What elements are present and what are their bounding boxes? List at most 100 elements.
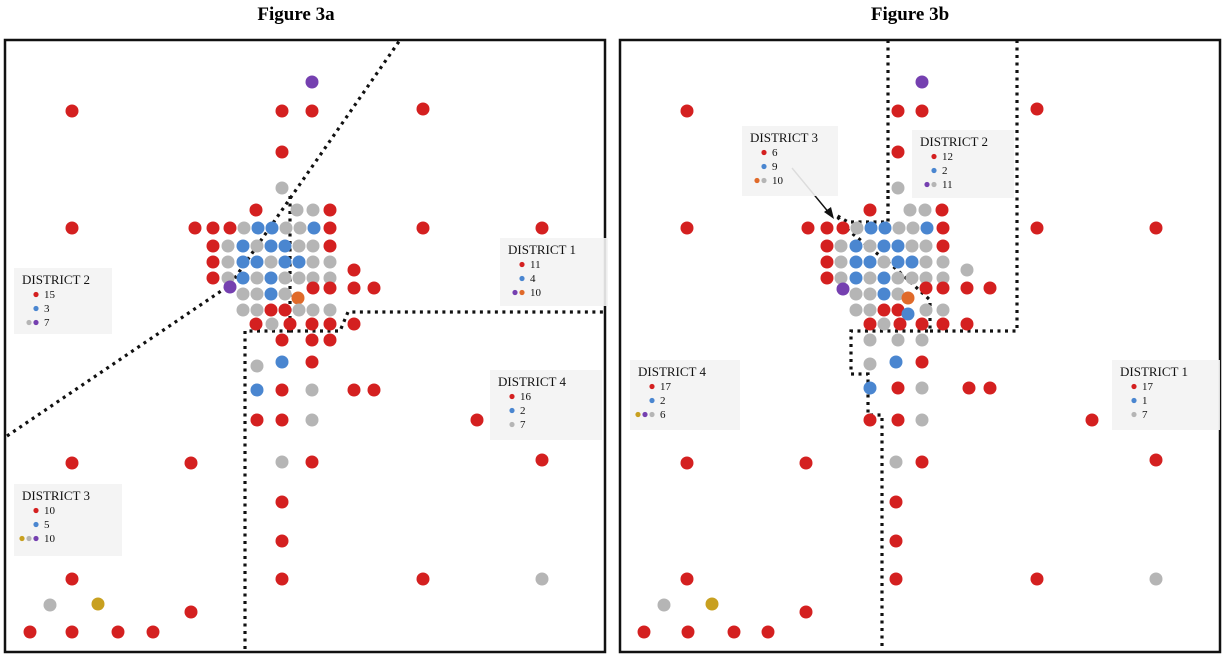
voter-dot-red bbox=[936, 317, 950, 331]
voter-dot-gray bbox=[903, 203, 917, 217]
voter-dot-blue bbox=[264, 287, 278, 301]
voter-dot-gray bbox=[834, 255, 848, 269]
voter-dot-gray bbox=[863, 357, 877, 371]
district-boundary-line bbox=[834, 196, 932, 650]
legend-dot-purple bbox=[642, 411, 648, 418]
voter-dot-red bbox=[960, 281, 974, 295]
voter-dot-gray bbox=[889, 455, 903, 469]
district-name: DISTRICT 2 bbox=[22, 272, 90, 287]
legend-dot-red bbox=[33, 291, 39, 298]
legend-dot-blue bbox=[33, 521, 39, 528]
voter-dot-red bbox=[275, 333, 289, 347]
voter-dot-red bbox=[305, 104, 319, 118]
voter-dot-purple bbox=[223, 280, 237, 294]
district-count: 7 bbox=[44, 317, 50, 329]
voter-dot-red bbox=[416, 102, 430, 116]
voter-dot-red bbox=[206, 255, 220, 269]
voter-dot-red bbox=[367, 383, 381, 397]
voter-dot-gray bbox=[905, 271, 919, 285]
voter-dot-red bbox=[1085, 413, 1099, 427]
voter-dot-red bbox=[347, 317, 361, 331]
voter-dot-red bbox=[891, 104, 905, 118]
label-box-background bbox=[1112, 360, 1220, 430]
district-count: 15 bbox=[44, 289, 56, 301]
voter-dot-gray bbox=[918, 203, 932, 217]
district-count: 2 bbox=[942, 165, 948, 177]
voter-dot-red bbox=[111, 625, 125, 639]
voter-dot-red bbox=[915, 455, 929, 469]
voter-dot-red bbox=[960, 317, 974, 331]
voter-dot-blue bbox=[849, 255, 863, 269]
voter-dot-red bbox=[891, 145, 905, 159]
voter-dot-red bbox=[347, 383, 361, 397]
voter-dot-blue bbox=[864, 221, 878, 235]
district-count: 10 bbox=[530, 287, 542, 299]
voter-dot-blue bbox=[292, 255, 306, 269]
voter-dot-blue bbox=[863, 255, 877, 269]
voter-dot-gray bbox=[891, 181, 905, 195]
voter-dot-red bbox=[65, 221, 79, 235]
voter-dot-gray bbox=[305, 383, 319, 397]
voter-dot-gray bbox=[292, 303, 306, 317]
voter-dot-gray bbox=[305, 413, 319, 427]
voter-dot-blue bbox=[251, 221, 265, 235]
voter-dot-gray bbox=[919, 303, 933, 317]
voter-dot-red bbox=[799, 605, 813, 619]
district-count: 10 bbox=[44, 533, 56, 545]
voter-dot-blue bbox=[889, 355, 903, 369]
legend-dot-red bbox=[1131, 383, 1137, 390]
voter-dot-gray bbox=[278, 271, 292, 285]
district-count: 10 bbox=[772, 175, 784, 187]
voter-dot-orange bbox=[291, 291, 305, 305]
voter-dot-gray bbox=[323, 303, 337, 317]
legend-dot-blue bbox=[1131, 397, 1137, 404]
voter-dot-blue bbox=[264, 271, 278, 285]
voter-dot-red bbox=[347, 281, 361, 295]
voter-dot-gray bbox=[919, 239, 933, 253]
figure-3a-title: Figure 3a bbox=[257, 4, 335, 25]
voter-dot-red bbox=[919, 281, 933, 295]
district-name: DISTRICT 3 bbox=[22, 488, 90, 503]
voter-dot-gray bbox=[290, 203, 304, 217]
legend-dot-gray bbox=[931, 181, 937, 188]
label-box-background bbox=[14, 484, 122, 556]
legend-dot-red bbox=[33, 507, 39, 514]
voter-dot-blue bbox=[250, 255, 264, 269]
voter-dot-gray bbox=[278, 287, 292, 301]
voter-dot-red bbox=[820, 255, 834, 269]
voter-dot-purple bbox=[836, 282, 850, 296]
legend-dot-red bbox=[519, 261, 525, 268]
voter-dot-blue bbox=[278, 255, 292, 269]
voter-dot-gold bbox=[705, 597, 719, 611]
legend-dot-blue bbox=[519, 275, 525, 282]
voter-dot-blue bbox=[905, 255, 919, 269]
voter-dot-blue bbox=[877, 271, 891, 285]
voter-dot-red bbox=[1149, 453, 1163, 467]
district-count: 7 bbox=[520, 419, 526, 431]
voter-dot-red bbox=[275, 413, 289, 427]
voter-dot-gray bbox=[892, 221, 906, 235]
voter-dot-gray bbox=[306, 303, 320, 317]
voter-dot-blue bbox=[265, 221, 279, 235]
voter-dot-gray bbox=[919, 255, 933, 269]
voter-dot-gray bbox=[905, 239, 919, 253]
voter-dot-red bbox=[283, 317, 297, 331]
legend-dot-purple bbox=[512, 289, 518, 296]
voter-dot-red bbox=[936, 221, 950, 235]
legend-dot-red bbox=[649, 383, 655, 390]
voter-dot-red bbox=[1030, 102, 1044, 116]
voter-dot-gray bbox=[891, 287, 905, 301]
voter-dot-red bbox=[936, 239, 950, 253]
legend-dot-orange bbox=[519, 289, 525, 296]
district-count: 2 bbox=[520, 405, 526, 417]
voter-dot-red bbox=[323, 317, 337, 331]
voter-dot-gray bbox=[915, 413, 929, 427]
voter-dot-gray bbox=[279, 221, 293, 235]
voter-dot-gray bbox=[323, 271, 337, 285]
voter-dot-gray bbox=[306, 271, 320, 285]
voter-dot-red bbox=[535, 453, 549, 467]
voter-dot-orange bbox=[901, 291, 915, 305]
legend-dot-orange bbox=[754, 177, 760, 184]
district-label-box: DISTRICT 1 11 4 10 bbox=[500, 238, 608, 306]
